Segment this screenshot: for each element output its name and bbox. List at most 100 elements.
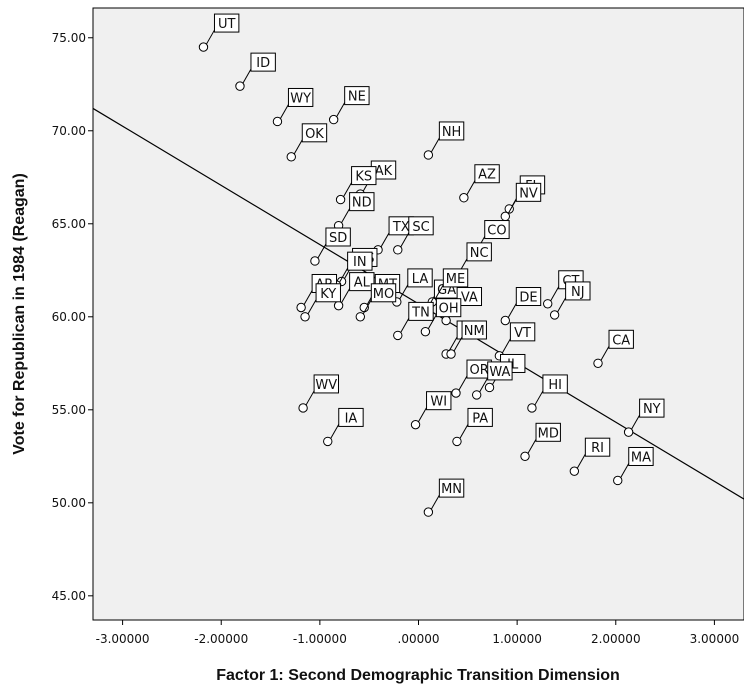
- leader-line: [550, 286, 560, 302]
- leader-line: [534, 390, 544, 406]
- leader-line: [400, 318, 410, 333]
- point-label-box: [515, 287, 542, 307]
- leader-line: [527, 439, 537, 454]
- leader-line: [317, 243, 327, 259]
- point-label-box: [474, 164, 500, 184]
- point-label-box: [466, 242, 492, 262]
- point-label: CO: [487, 224, 506, 239]
- point-label-box: [535, 422, 561, 442]
- point-label-box: [542, 374, 568, 394]
- x-tick-label: -3.00000: [96, 632, 150, 646]
- leader-line: [557, 297, 567, 313]
- point-label: NH: [442, 125, 462, 140]
- data-point: [623, 427, 634, 437]
- point-label: VA: [461, 291, 478, 306]
- y-axis-title: Vote for Republican in 1984 (Reagan): [11, 173, 28, 455]
- point-label: SC: [412, 220, 429, 235]
- y-tick-label: 75.00: [52, 31, 86, 45]
- point-label: LA: [412, 272, 429, 287]
- point-label-box: [442, 268, 469, 288]
- point-label: NY: [643, 402, 661, 417]
- point-label-box: [351, 166, 377, 186]
- point-label-box: [344, 86, 370, 106]
- point-label-box: [456, 287, 483, 307]
- point-label: SD: [329, 231, 347, 246]
- point-label: UT: [218, 17, 236, 32]
- leader-line: [459, 424, 469, 439]
- leader-line: [399, 284, 409, 300]
- leader-line: [576, 453, 586, 469]
- point-label-box: [325, 227, 351, 247]
- data-point: [593, 358, 603, 368]
- point-label-box: [608, 329, 634, 349]
- leader-line: [380, 232, 390, 248]
- data-point: [333, 300, 344, 311]
- point-label-box: [213, 13, 240, 33]
- data-point: [504, 204, 514, 214]
- point-label-box: [250, 52, 276, 72]
- data-point: [423, 507, 434, 517]
- leader-line: [631, 414, 641, 430]
- data-point: [484, 382, 495, 393]
- leader-line: [336, 102, 346, 117]
- point-label-box: [461, 320, 487, 340]
- point-label-box: [287, 87, 314, 107]
- point-label: TN: [411, 305, 430, 320]
- point-label: WY: [290, 91, 311, 106]
- point-label-box: [408, 301, 434, 321]
- leader-line: [339, 267, 349, 283]
- leader-line: [466, 180, 476, 195]
- data-point: [298, 403, 308, 413]
- point-label-box: [408, 216, 434, 236]
- point-label-box: [509, 322, 536, 342]
- leader-line: [242, 68, 252, 84]
- point-label: NJ: [571, 285, 585, 300]
- leader-line: [507, 303, 517, 318]
- point-label-box: [639, 398, 665, 418]
- leader-line: [434, 284, 444, 300]
- point-label-box: [347, 251, 373, 271]
- leader-line: [600, 346, 610, 361]
- leader-line: [206, 29, 215, 45]
- leader-line: [453, 336, 463, 352]
- data-point: [441, 315, 451, 326]
- data-point: [272, 116, 283, 127]
- leader-line: [280, 104, 289, 119]
- point-label: MN: [441, 482, 462, 497]
- data-point: [198, 42, 209, 52]
- point-label: NM: [464, 324, 485, 339]
- leader-line: [620, 463, 630, 478]
- data-point: [393, 245, 403, 255]
- data-point: [500, 211, 510, 222]
- point-label: OR: [470, 363, 489, 378]
- point-label-box: [628, 446, 654, 466]
- point-label-box: [487, 361, 513, 381]
- data-point: [500, 315, 510, 326]
- point-label-box: [438, 121, 465, 141]
- data-point: [452, 436, 462, 447]
- leader-line: [448, 336, 458, 352]
- point-label-box: [515, 182, 542, 202]
- leader-line: [303, 290, 313, 305]
- data-point: [328, 114, 339, 125]
- data-point: [335, 194, 346, 205]
- point-label: ID: [256, 56, 270, 71]
- point-label: MD: [538, 426, 559, 441]
- leader-line: [330, 424, 340, 439]
- point-label-box: [426, 391, 452, 411]
- leader-line: [418, 407, 427, 422]
- leader-line: [458, 375, 468, 391]
- point-label: IA: [345, 411, 358, 426]
- x-tick-label: -2.00000: [194, 632, 248, 646]
- point-label: PA: [472, 411, 488, 426]
- point-label: ME: [446, 272, 465, 287]
- x-axis-title: Factor 1: Second Demographic Transition …: [216, 667, 620, 684]
- data-point: [459, 193, 469, 203]
- point-label: RI: [591, 441, 604, 456]
- x-tick-label: -1.00000: [293, 632, 347, 646]
- leader-line: [307, 299, 317, 315]
- data-point: [286, 152, 296, 162]
- point-label: OH: [439, 302, 459, 317]
- data-point: [410, 419, 421, 430]
- x-tick-label: 2.00000: [591, 632, 641, 646]
